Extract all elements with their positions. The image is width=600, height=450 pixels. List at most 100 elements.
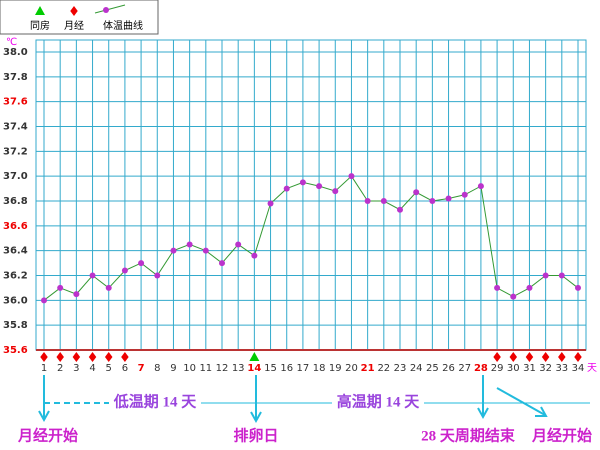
y-tick-label: 36.8 — [3, 196, 28, 207]
x-tick-label: 12 — [216, 363, 229, 374]
x-tick-label: 34 — [572, 363, 585, 374]
temp-point — [235, 241, 242, 248]
x-tick-label: 29 — [491, 363, 504, 374]
x-tick-label: 9 — [170, 363, 176, 374]
temp-line — [43, 175, 579, 301]
marker-triangle — [249, 352, 260, 361]
x-tick-label: 1 — [41, 363, 47, 374]
temp-point — [251, 252, 258, 259]
annotation: 高温期 14 天 — [337, 392, 421, 410]
temp-point — [494, 284, 501, 291]
arrow-head — [38, 410, 50, 423]
y-tick-label: 35.8 — [3, 320, 28, 331]
annotation: 排卵日 — [233, 426, 278, 444]
x-tick-label: 21 — [361, 363, 375, 374]
temp-point — [121, 267, 128, 274]
temp-point — [267, 200, 274, 207]
x-tick-label: 11 — [199, 363, 212, 374]
annotation: 月经开始 — [17, 426, 78, 444]
temp-point — [542, 272, 549, 279]
x-tick-label: 2 — [57, 363, 63, 374]
marker-diamond — [509, 352, 518, 362]
x-tick-label: 4 — [89, 363, 95, 374]
arrow-head — [250, 411, 262, 424]
arrow-head — [535, 406, 548, 417]
x-tick-label: 20 — [345, 363, 358, 374]
marker-diamond — [104, 352, 113, 362]
marker-diamond — [493, 352, 501, 362]
temp-point — [57, 284, 64, 291]
marker-diamond — [121, 352, 129, 362]
marker-diamond — [56, 352, 64, 362]
x-tick-label: 17 — [297, 363, 310, 374]
temp-point — [397, 206, 403, 213]
x-tick-label: 25 — [426, 363, 439, 374]
x-tick-label: 7 — [138, 363, 145, 374]
temp-point — [380, 198, 387, 204]
y-tick-label: 37.0 — [3, 171, 28, 182]
x-tick-label: 6 — [122, 363, 128, 374]
x-tick-label: 8 — [154, 363, 160, 374]
legend-marker — [70, 6, 78, 16]
temp-point — [105, 284, 112, 291]
annotation: 月经开始 — [531, 426, 592, 444]
y-tick-label: 36.0 — [3, 295, 28, 306]
legend-label: 月经 — [64, 19, 84, 32]
x-unit: 天 — [587, 363, 597, 374]
temp-point — [138, 260, 145, 267]
x-tick-label: 10 — [183, 363, 196, 374]
x-tick-label: 15 — [264, 363, 277, 374]
legend-marker — [35, 6, 45, 15]
marker-diamond — [40, 352, 48, 362]
temp-point — [186, 241, 193, 248]
marker-diamond — [525, 352, 534, 362]
marker-diamond — [88, 352, 97, 362]
temp-point — [170, 247, 177, 254]
legend-box — [0, 0, 159, 35]
annotation: 低温期 14 天 — [113, 392, 198, 410]
legend-dot — [103, 7, 109, 13]
y-tick-label: 37.4 — [3, 122, 28, 133]
x-tick-label: 30 — [507, 363, 520, 374]
temp-point — [348, 173, 355, 180]
y-tick-label: 37.2 — [3, 146, 28, 157]
temp-point — [332, 188, 339, 195]
temp-point — [73, 291, 80, 298]
plot-area — [35, 39, 587, 351]
temp-point — [41, 297, 47, 304]
temp-point — [364, 198, 371, 204]
y-tick-label: 36.6 — [3, 221, 28, 232]
temp-point — [89, 272, 96, 279]
marker-diamond — [574, 352, 582, 362]
temp-point — [299, 179, 306, 186]
x-tick-label: 28 — [474, 363, 488, 374]
temp-point — [477, 183, 484, 190]
legend-label: 同房 — [30, 19, 50, 32]
marker-diamond — [558, 352, 566, 362]
y-unit: ℃ — [6, 37, 17, 48]
x-tick-label: 13 — [232, 363, 245, 374]
y-tick-label: 37.8 — [3, 72, 28, 83]
y-tick-label: 36.4 — [3, 246, 28, 257]
arrow-head — [477, 407, 489, 420]
x-tick-label: 32 — [539, 363, 552, 374]
temp-point — [154, 272, 161, 279]
temp-point — [283, 185, 290, 192]
x-tick-label: 27 — [458, 363, 471, 374]
legend-line — [94, 4, 126, 14]
x-tick-label: 5 — [106, 363, 112, 374]
temp-point — [526, 284, 533, 291]
arrow — [496, 387, 546, 416]
legend-label: 体温曲线 — [103, 19, 143, 32]
marker-diamond — [541, 352, 550, 362]
annotation-bg — [332, 394, 424, 412]
x-tick-label: 33 — [555, 363, 568, 374]
y-tick-label: 37.6 — [3, 97, 28, 108]
temp-point — [429, 198, 436, 204]
x-tick-label: 26 — [442, 363, 455, 374]
temp-point — [461, 191, 468, 198]
y-tick-label: 38.0 — [3, 47, 28, 58]
y-tick-label: 36.2 — [3, 271, 28, 282]
annotation: 28 天周期结束 — [421, 426, 516, 444]
